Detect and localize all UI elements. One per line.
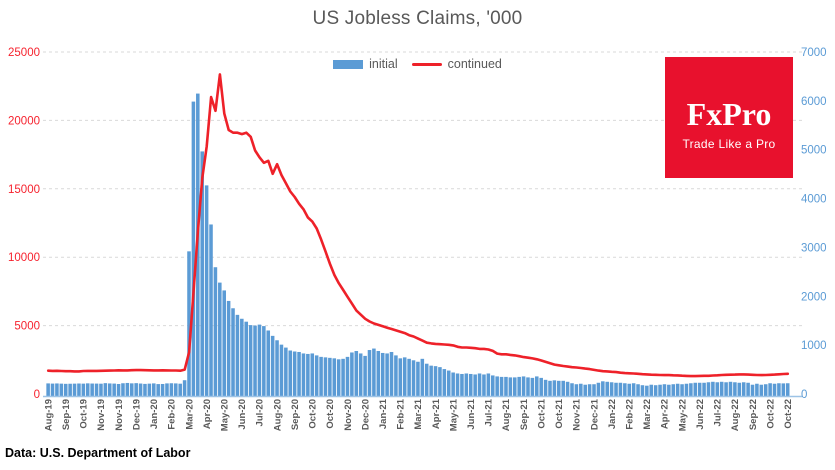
svg-text:Mar-20: Mar-20 <box>184 399 195 430</box>
data-source-note: Data: U.S. Department of Labor <box>5 446 191 460</box>
svg-text:Jul-21: Jul-21 <box>484 398 495 426</box>
svg-text:Aug-19: Aug-19 <box>43 399 54 431</box>
continued-series-swatch-icon <box>411 62 442 66</box>
svg-text:Apr-20: Apr-20 <box>202 399 213 429</box>
chart-legend: initial continued <box>0 57 835 71</box>
svg-text:Jun-22: Jun-22 <box>695 399 706 430</box>
svg-text:Sep-21: Sep-21 <box>519 398 530 430</box>
initial-series-swatch-icon <box>333 59 364 69</box>
svg-text:Feb-21: Feb-21 <box>396 398 407 429</box>
legend-item-initial: initial <box>333 57 398 71</box>
svg-text:5000: 5000 <box>14 321 40 333</box>
svg-text:May-21: May-21 <box>448 398 459 431</box>
svg-text:20000: 20000 <box>8 115 40 127</box>
svg-text:Oct-20: Oct-20 <box>308 399 319 429</box>
legend-continued-label: continued <box>447 57 502 71</box>
svg-text:Jun-20: Jun-20 <box>237 399 248 430</box>
svg-text:Aug-20: Aug-20 <box>272 399 283 431</box>
svg-text:4000: 4000 <box>801 194 827 206</box>
fxpro-logo-brand: FxPro <box>686 96 772 132</box>
svg-text:Jun-21: Jun-21 <box>466 398 477 429</box>
svg-text:Jan-21: Jan-21 <box>378 398 389 429</box>
svg-text:Jan-20: Jan-20 <box>149 399 160 429</box>
svg-text:Apr-22: Apr-22 <box>660 399 671 429</box>
svg-text:Mar-22: Mar-22 <box>642 399 653 430</box>
svg-text:Jul-22: Jul-22 <box>713 399 724 426</box>
svg-text:Mar-21: Mar-21 <box>413 398 424 429</box>
svg-text:6000: 6000 <box>801 96 827 108</box>
svg-text:Sep-20: Sep-20 <box>290 399 301 430</box>
fxpro-logo-tagline: Trade Like a Pro <box>682 137 776 151</box>
svg-text:0: 0 <box>34 389 40 401</box>
svg-text:Nov-20: Nov-20 <box>343 399 354 431</box>
svg-text:Feb-20: Feb-20 <box>167 399 178 430</box>
svg-text:7000: 7000 <box>801 47 827 59</box>
svg-text:Aug-22: Aug-22 <box>730 399 741 431</box>
svg-text:0: 0 <box>801 389 807 401</box>
svg-text:Feb-22: Feb-22 <box>625 399 636 430</box>
svg-text:Nov-21: Nov-21 <box>572 398 583 430</box>
svg-text:Jul-20: Jul-20 <box>255 399 266 426</box>
svg-text:5000: 5000 <box>801 145 827 157</box>
svg-text:Oct-22: Oct-22 <box>765 399 776 429</box>
svg-text:May-20: May-20 <box>220 399 231 431</box>
legend-item-continued: continued <box>411 57 502 71</box>
fxpro-logo: FxPro Trade Like a Pro <box>665 57 793 178</box>
svg-text:Dec-21: Dec-21 <box>589 398 600 430</box>
svg-text:25000: 25000 <box>8 47 40 59</box>
svg-text:15000: 15000 <box>8 184 40 196</box>
svg-text:1000: 1000 <box>801 340 827 352</box>
svg-text:2000: 2000 <box>801 291 827 303</box>
svg-text:Jan-22: Jan-22 <box>607 399 618 429</box>
svg-text:3000: 3000 <box>801 242 827 254</box>
svg-text:Oct-22: Oct-22 <box>783 399 794 429</box>
svg-text:Oct-21: Oct-21 <box>554 398 565 428</box>
svg-text:Nov-19: Nov-19 <box>96 399 107 431</box>
svg-text:Aug-21: Aug-21 <box>501 398 512 431</box>
svg-text:Oct-21: Oct-21 <box>537 398 548 428</box>
svg-text:Dec-20: Dec-20 <box>360 399 371 430</box>
svg-text:Dec-19: Dec-19 <box>131 399 142 430</box>
svg-text:Sep-19: Sep-19 <box>61 399 72 430</box>
svg-text:Sep-22: Sep-22 <box>748 399 759 430</box>
svg-text:Apr-21: Apr-21 <box>431 398 442 429</box>
svg-text:May-22: May-22 <box>677 399 688 431</box>
svg-text:Oct-20: Oct-20 <box>325 399 336 429</box>
svg-text:Nov-19: Nov-19 <box>114 399 125 431</box>
svg-text:10000: 10000 <box>8 252 40 264</box>
chart-title: US Jobless Claims, '000 <box>312 8 523 29</box>
svg-text:Oct-19: Oct-19 <box>79 399 90 429</box>
legend-initial-label: initial <box>369 57 398 71</box>
